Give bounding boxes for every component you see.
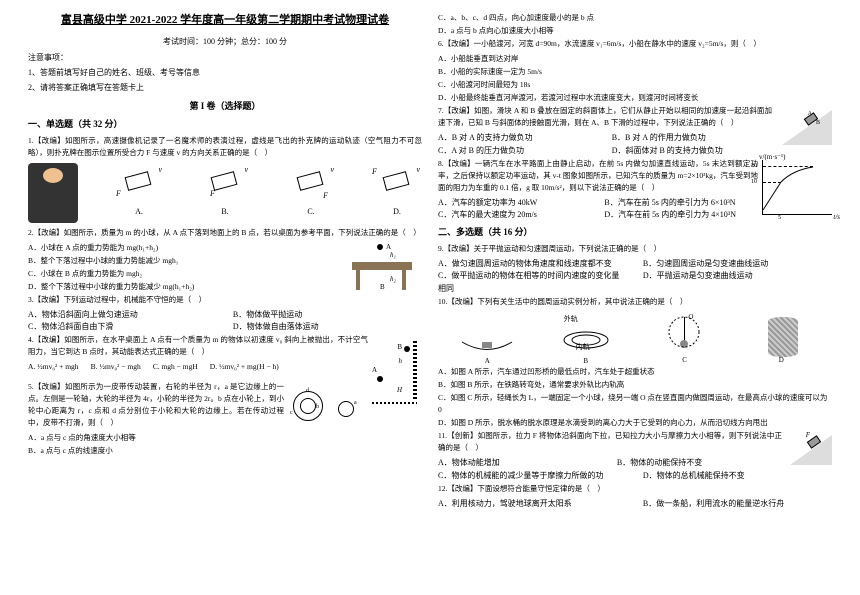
q3-c: C．物体沿斜面自由下滑 — [28, 321, 217, 334]
q10-c: C．如图 C 所示，轻绳长为 L，一端固定一个小球，绕另一端 O 点在竖直面内做… — [438, 392, 832, 416]
q6-a: A．小船能垂直到达对岸 — [438, 53, 832, 65]
right-column: C．a、b、c、d 四点，向心加速度最小的是 b 点 D．a 点与 b 点向心加… — [430, 12, 840, 583]
q6-d: D．小船最终能垂直河岸渡河，若渡河过程中水流速度变大，则渡河时间将变长 — [438, 92, 832, 104]
q5-d: D．a 点与 b 点向心加速度大小相等 — [438, 25, 832, 37]
q9-c: C．做平抛运动的物体在相等的时间内速度的变化量相同 — [438, 270, 627, 296]
q5-figure: d c a b — [288, 381, 368, 441]
q6-b: B．小船的实际速度一定为 5m/s — [438, 66, 832, 78]
q8-graph: v/(m·s⁻¹) 20 10 5 t/s — [762, 160, 832, 215]
q11-figure: F — [782, 430, 832, 465]
q4-b: B. ½mv₀² − mgh — [91, 361, 141, 373]
notice-2: 2、请将答案正确填写在答题卡上 — [28, 82, 422, 95]
q4-stem: 4.【改编】如图所示，在水平桌面上 A 点有一个质量为 m 的物体以初速度 v₀… — [28, 334, 422, 358]
q9-d: D．平抛运动是匀变速曲线运动 — [643, 270, 832, 296]
q12-a: A．利用核动力，驾驶地球离开太阳系 — [438, 498, 627, 511]
q1-option-b: vF B. — [200, 166, 250, 219]
q3-options: A．物体沿斜面向上做匀速运动 B．物体做平抛运动 — [28, 309, 422, 322]
q3-options2: C．物体沿斜面自由下滑 D．物体做自由落体运动 — [28, 321, 422, 334]
exam-title: 富县高级中学 2021-2022 学年度高一年级第二学期期中考试物理试卷 — [28, 12, 422, 30]
q11-c: C．物体的机械能的减少量等于摩擦力所做的功 — [438, 470, 627, 483]
q11-stem: 11.【创新】如图所示，拉力 F 将物体沿斜面向下拉，已知拉力大小与摩擦力大小相… — [438, 430, 832, 454]
exam-info: 考试时间：100 分钟；总分：100 分 — [28, 36, 422, 49]
q10-fig-a: A — [457, 312, 517, 362]
q4-options: A. ½mv₀² + mgh B. ½mv₀² − mgh C. mgh − m… — [28, 361, 368, 375]
q11-d: D．物体的总机械能保持不变 — [643, 470, 832, 483]
q3-b: B．物体做平抛运动 — [233, 309, 422, 322]
q1-stem: 1.【改编】如图所示，高速摄像机记录了一名魔术师的表演过程，虚线是飞出的扑克牌的… — [28, 135, 422, 159]
q9-stem: 9.【改编】关于平抛运动和匀速圆周运动，下列说法正确的是（ ） — [438, 243, 832, 255]
q4-c: C. mgh − mgH — [153, 361, 198, 373]
q8-a: A．汽车的额定功率为 40kW — [438, 197, 592, 210]
q5-b: B．a 点与 c 点的线速度小 — [28, 445, 422, 457]
q11-b: B．物体的动能保持不变 — [617, 457, 782, 470]
q7-c: C．A 对 B 的压力做负功 — [438, 145, 598, 158]
q10-fig-b: 外轨 内轨 B — [556, 312, 616, 362]
q1-option-c: vF C. — [286, 166, 336, 219]
q1-option-a: vF A. — [114, 166, 164, 219]
q4-a: A. ½mv₀² + mgh — [28, 361, 79, 373]
q3-d: D．物体做自由落体运动 — [233, 321, 422, 334]
q8-c: C．汽车的最大速度为 20m/s — [438, 209, 592, 222]
q1-figures: vF A. vF B. vF C. vF D. — [28, 163, 422, 223]
q7-d: D．斜面体对 B 的支持力做负功 — [612, 145, 772, 158]
q10-b: B．如图 B 所示，在铁路转弯处，通常要求外轨比内轨高 — [438, 379, 832, 391]
q3-stem: 3.【改编】下列运动过程中，机械能不守恒的是（ ） — [28, 294, 422, 306]
notice-label: 注意事项： — [28, 52, 422, 65]
part1-title: 第 I 卷（选择题） — [28, 99, 422, 113]
section2-title: 二、多选题（共 16 分） — [438, 225, 832, 239]
q6-c: C．小船渡河时间最短为 18s — [438, 79, 832, 91]
q7-a: A．B 对 A 的支持力做负功 — [438, 132, 598, 145]
q10-fig-d: D — [753, 312, 813, 362]
q12-b: B．做一条船，利用流水的能量逆水行舟 — [643, 498, 832, 511]
q10-fig-c: O C — [654, 312, 714, 362]
q1-option-d: vF D. — [372, 166, 422, 219]
q6-stem: 6.【改编】一小船渡河，河宽 d=90m，水流速度 v₁=6m/s，小船在静水中… — [438, 38, 832, 50]
q11-a: A．物体动能增加 — [438, 457, 603, 470]
q5-c: C．a、b、c、d 四点，向心加速度最小的是 b 点 — [438, 12, 832, 24]
q12-stem: 12.【改编】下面设想符合能量守恒定律的是（ ） — [438, 483, 832, 495]
q8-d: D．汽车在前 5s 内的牵引力为 4×10³N — [604, 209, 758, 222]
q10-figures: A 外轨 内轨 B O C D — [438, 312, 832, 362]
left-column: 富县高级中学 2021-2022 学年度高一年级第二学期期中考试物理试卷 考试时… — [20, 12, 430, 583]
q10-a: A．如图 A 所示，汽车通过凹形桥的最低点时，汽车处于超重状态 — [438, 366, 832, 378]
q8-b: B．汽车在前 5s 内的牵引力为 6×10³N — [604, 197, 758, 210]
q10-stem: 10.【改编】下列有关生活中的圆周运动实例分析，其中说法正确的是（ ） — [438, 296, 832, 308]
notice-1: 1、答题前填写好自己的姓名、班级、考号等信息 — [28, 67, 422, 80]
q9-b: B．匀速圆周运动是匀变速曲线运动 — [643, 258, 832, 271]
magician-image — [28, 163, 78, 223]
q2-figure: A h₁ h₂ B — [342, 242, 422, 292]
q7-b: B．B 对 A 的作用力做负功 — [612, 132, 772, 145]
q4-d: D. ½mv₀² + mg(H − h) — [210, 361, 279, 373]
section1-title: 一、单选题（共 32 分） — [28, 117, 422, 131]
q9-a: A．做匀速圆周运动的物体角速度和线速度都不变 — [438, 258, 627, 271]
q3-a: A．物体沿斜面向上做匀速运动 — [28, 309, 217, 322]
q7-figure: A B — [772, 105, 832, 145]
q10-d: D．如图 D 所示，脱水桶的脱水原理是水滴受到的离心力大于它受到的向心力，从而沿… — [438, 417, 832, 429]
q2-stem: 2.【改编】如图所示，质量为 m 的小球，从 A 点下落到地面上的 B 点，若以… — [28, 227, 422, 239]
